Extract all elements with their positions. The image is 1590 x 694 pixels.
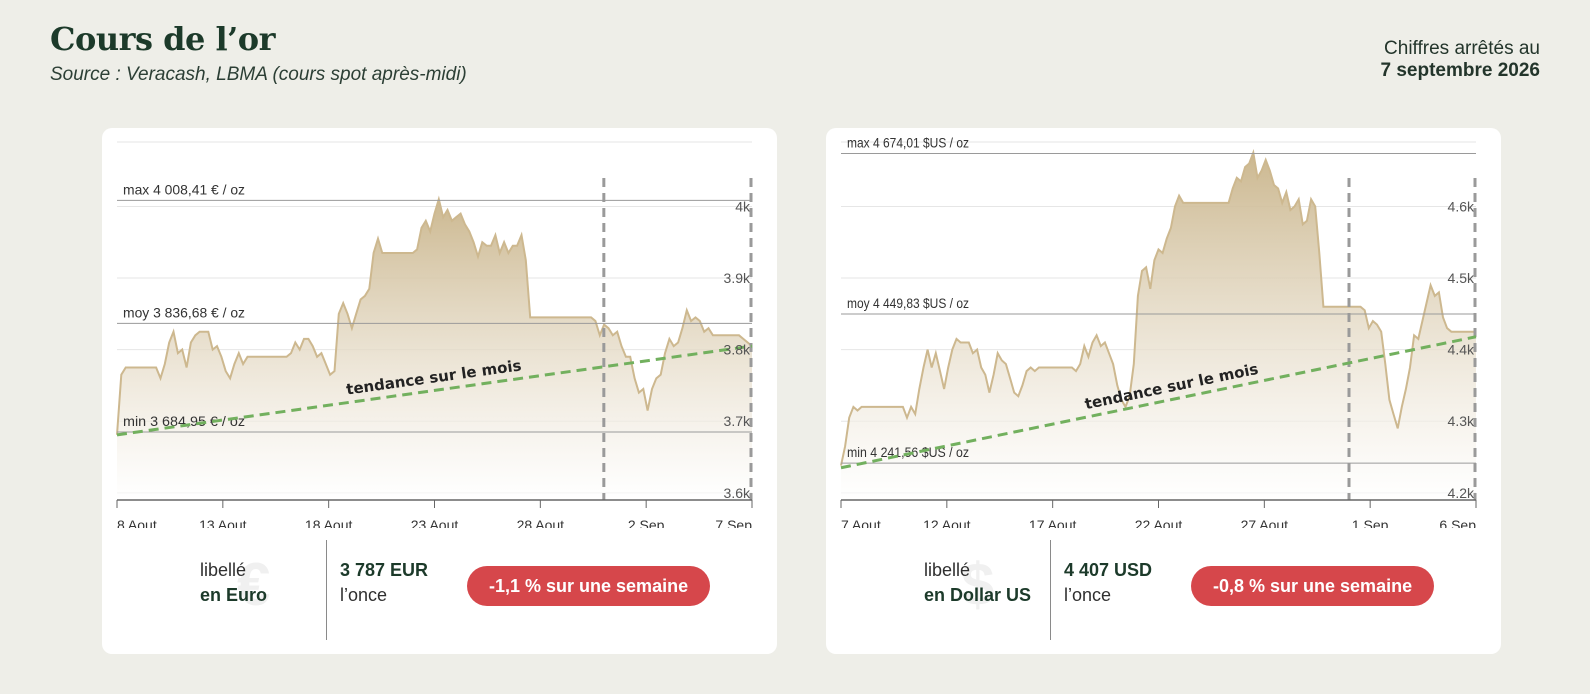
x-tick-label: 2 Sep bbox=[628, 517, 665, 528]
usd-price: 4 407 USD bbox=[1064, 560, 1153, 580]
x-tick-label: 7 Sep bbox=[715, 517, 752, 528]
data-date-block: Chiffres arrêtés au 7 septembre 2026 bbox=[1381, 38, 1541, 82]
x-tick-label: 28 Aout bbox=[517, 517, 565, 528]
eur-gold-chart: max 4 008,41 € / oz moy 3 836,68 € / oz mi… bbox=[116, 141, 753, 528]
eur-currency-label: libellé en Euro bbox=[200, 558, 267, 608]
price-line bbox=[840, 148, 1476, 466]
x-tick-label: 22 Aout bbox=[1135, 517, 1183, 528]
y-tick-label: 4.5k bbox=[1448, 270, 1475, 286]
dollar-symbol-watermark: $ bbox=[961, 551, 995, 618]
reference-line-label: max 4 008,41 € / oz bbox=[123, 181, 245, 197]
reference-line-label: min 4 241,56 $US / oz bbox=[847, 444, 969, 460]
eur-price: 3 787 EUR bbox=[340, 560, 429, 580]
x-tick-label: 1 Sep bbox=[1352, 517, 1389, 528]
usd-currency-label: libellé en Dollar US bbox=[924, 558, 1031, 608]
price-line bbox=[116, 195, 753, 435]
usd-price-unit: l’once bbox=[1064, 585, 1112, 605]
date-prefix: Chiffres arrêtés au bbox=[1384, 38, 1540, 59]
euro-symbol-watermark: € bbox=[237, 551, 271, 618]
eur-label-prefix: libellé bbox=[200, 560, 247, 580]
y-tick-label: 4.2k bbox=[1448, 485, 1475, 501]
y-tick-label: 4k bbox=[735, 198, 751, 214]
data-date: 7 septembre 2026 bbox=[1380, 60, 1541, 81]
usd-summary: $ libellé en Dollar US 4 407 USD l’once … bbox=[826, 528, 1501, 654]
y-tick-label: 4.6k bbox=[1448, 198, 1475, 214]
usd-gold-chart: max 4 674,01 $US / oz moy 4 449,83 $US / … bbox=[840, 134, 1477, 528]
x-tick-label: 7 Aout bbox=[841, 517, 881, 528]
page-title: Cours de l’or bbox=[50, 20, 275, 58]
page-subtitle: Source : Veracash, LBMA (cours spot aprè… bbox=[50, 64, 467, 85]
y-tick-label: 4.3k bbox=[1448, 413, 1475, 429]
x-tick-label: 23 Aout bbox=[411, 517, 459, 528]
x-tick-label: 8 Aout bbox=[117, 517, 157, 528]
usd-chart-card: max 4 674,01 $US / oz moy 4 449,83 $US / … bbox=[826, 128, 1501, 654]
eur-weekly-change-badge: -1,1 % sur une semaine bbox=[467, 566, 711, 606]
eur-summary: € libellé en Euro 3 787 EUR l’once -1,1 … bbox=[102, 528, 777, 654]
eur-price-unit: l’once bbox=[340, 585, 388, 605]
reference-line-label: min 3 684,95 € / oz bbox=[123, 413, 245, 429]
eur-price-block: 3 787 EUR l’once bbox=[340, 558, 428, 608]
price-area bbox=[117, 199, 752, 501]
reference-line-label: moy 4 449,83 $US / oz bbox=[847, 295, 969, 311]
y-tick-label: 3.9k bbox=[724, 270, 751, 286]
x-tick-label: 13 Aout bbox=[199, 517, 247, 528]
x-tick-label: 12 Aout bbox=[923, 517, 971, 528]
reference-line-label: moy 3 836,68 € / oz bbox=[123, 304, 245, 320]
y-tick-label: 3.8k bbox=[724, 342, 751, 358]
y-tick-label: 3.7k bbox=[724, 413, 751, 429]
reference-line-label: max 4 674,01 $US / oz bbox=[847, 134, 969, 150]
x-tick-label: 27 Aout bbox=[1241, 517, 1289, 528]
x-tick-label: 18 Aout bbox=[305, 517, 353, 528]
x-tick-label: 17 Aout bbox=[1029, 517, 1077, 528]
usd-price-block: 4 407 USD l’once bbox=[1064, 558, 1152, 608]
y-tick-label: 3.6k bbox=[724, 485, 751, 501]
usd-label-currency: en Dollar US bbox=[924, 585, 1032, 605]
x-tick-label: 6 Sep bbox=[1439, 517, 1476, 528]
usd-summary-divider bbox=[1050, 540, 1051, 640]
eur-label-currency: en Euro bbox=[200, 585, 268, 605]
trend-line bbox=[116, 344, 753, 437]
usd-label-prefix: libellé bbox=[924, 560, 971, 580]
trend-line bbox=[840, 335, 1477, 470]
usd-weekly-change-badge: -0,8 % sur une semaine bbox=[1191, 566, 1435, 606]
y-tick-label: 4.4k bbox=[1448, 342, 1475, 358]
eur-chart-card: max 4 008,41 € / oz moy 3 836,68 € / oz mi… bbox=[102, 128, 777, 654]
eur-summary-divider bbox=[326, 540, 327, 640]
